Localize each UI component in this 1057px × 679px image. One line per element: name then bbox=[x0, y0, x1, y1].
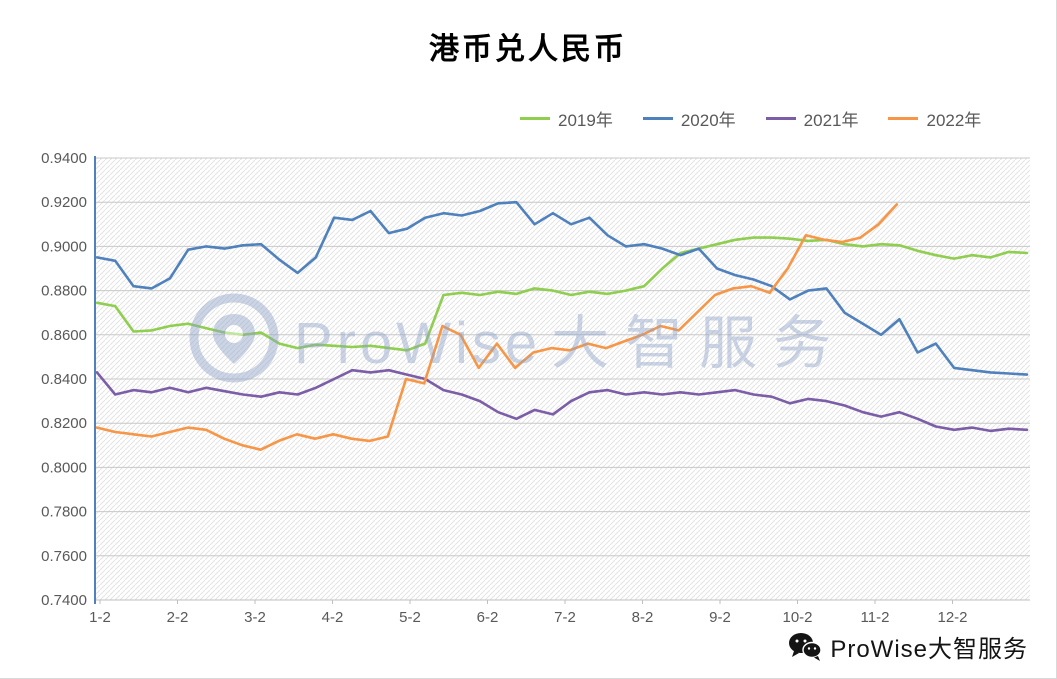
x-tick-label: 10-2 bbox=[782, 609, 812, 626]
footer-watermark: ProWise大智服务 bbox=[788, 629, 1028, 664]
chart-title: 港币兑人民币 bbox=[429, 33, 627, 66]
y-tick-label: 0.7600 bbox=[41, 548, 87, 565]
y-tick-label: 0.8200 bbox=[41, 415, 87, 432]
x-tick-label: 11-2 bbox=[861, 609, 890, 626]
x-tick-label: 2-2 bbox=[167, 609, 189, 626]
x-tick-label: 6-2 bbox=[477, 609, 499, 626]
legend-label: 2019年 bbox=[558, 111, 613, 130]
x-tick-label: 12-2 bbox=[937, 609, 967, 626]
series-line-2019年 bbox=[95, 236, 1029, 352]
x-tick-label: 7-2 bbox=[554, 609, 576, 626]
x-tick-label: 5-2 bbox=[399, 609, 421, 626]
legend-item-2021年[interactable]: 2021年 bbox=[765, 106, 859, 131]
legend-item-2020年[interactable]: 2020年 bbox=[642, 106, 736, 131]
y-tick-label: 0.8800 bbox=[41, 283, 87, 300]
legend-swatch bbox=[765, 117, 796, 120]
chart-legend: 2019年 2020年 2021年 2022年 bbox=[520, 106, 981, 131]
legend-swatch bbox=[642, 117, 673, 120]
y-tick-label: 0.9400 bbox=[41, 150, 87, 167]
legend-label: 2021年 bbox=[803, 111, 859, 130]
legend-swatch bbox=[520, 117, 550, 120]
x-tick-label: 1-2 bbox=[89, 609, 111, 626]
y-tick-label: 0.9000 bbox=[41, 238, 87, 255]
y-tick-label: 0.8600 bbox=[41, 327, 87, 344]
series-line-2022年 bbox=[95, 203, 899, 452]
x-tick-label: 4-2 bbox=[322, 609, 344, 626]
legend-item-2022年[interactable]: 2022年 bbox=[888, 106, 981, 131]
y-tick-label: 0.7800 bbox=[41, 504, 87, 521]
series-line-2021年 bbox=[95, 368, 1029, 433]
y-tick-label: 0.8000 bbox=[41, 459, 87, 476]
legend-label: 2022年 bbox=[926, 111, 982, 130]
series-line-2020年 bbox=[95, 200, 1029, 376]
legend-label: 2020年 bbox=[680, 111, 736, 130]
y-tick-label: 0.9200 bbox=[41, 194, 87, 211]
y-tick-label: 0.8400 bbox=[41, 371, 87, 388]
wechat-icon bbox=[789, 632, 823, 661]
y-tick-label: 0.7400 bbox=[41, 592, 87, 609]
footer-watermark-text: ProWise大智服务 bbox=[830, 636, 1028, 663]
legend-item-2019年[interactable]: 2019年 bbox=[520, 106, 613, 131]
x-tick-label: 3-2 bbox=[244, 609, 266, 626]
legend-swatch bbox=[888, 117, 919, 120]
x-tick-label: 9-2 bbox=[709, 609, 731, 626]
x-tick-label: 8-2 bbox=[632, 609, 654, 626]
